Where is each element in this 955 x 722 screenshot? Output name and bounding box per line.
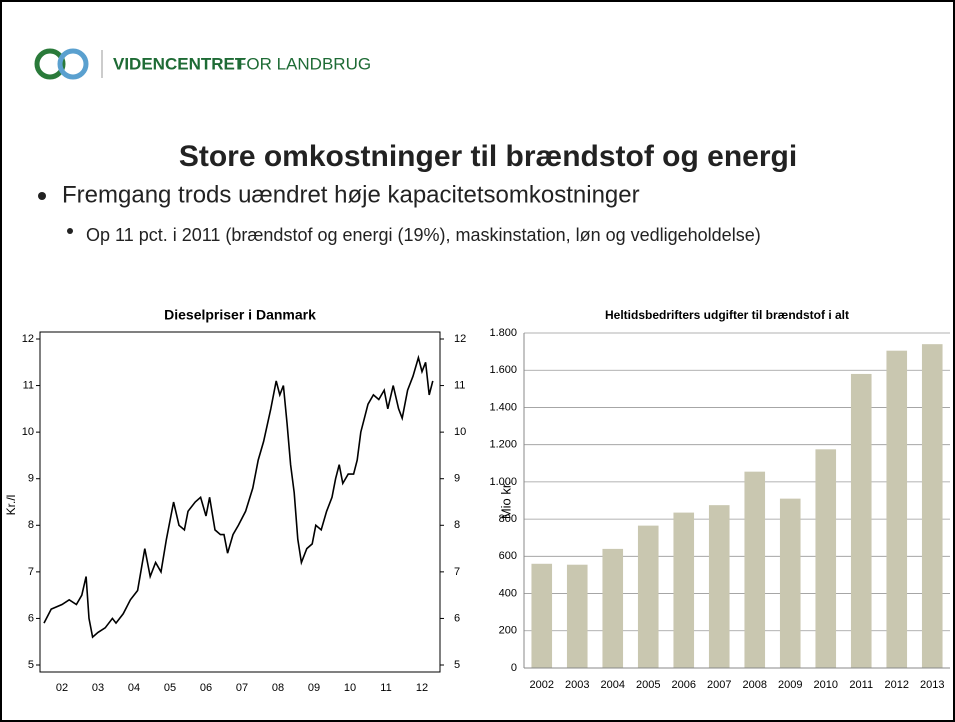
x-tick-label: 2008 — [743, 679, 767, 691]
y2-tick-label: 6 — [454, 612, 460, 624]
y2-tick-label: 10 — [454, 426, 466, 438]
x-tick-label: 05 — [164, 682, 176, 694]
y-tick-label: 1.600 — [489, 364, 517, 376]
y-tick-label: 1.400 — [489, 401, 517, 413]
bar — [673, 512, 695, 668]
x-tick-label: 09 — [308, 682, 320, 694]
y-tick-label: 5 — [28, 659, 34, 671]
logo-ring — [34, 48, 66, 80]
x-tick-label: 08 — [272, 682, 284, 694]
y-tick-label: 10 — [22, 426, 34, 438]
bullet-dot — [38, 192, 46, 200]
bar — [850, 373, 872, 668]
bar — [921, 344, 943, 668]
y2-tick-label: 8 — [454, 519, 460, 531]
x-tick-label: 2010 — [814, 679, 838, 691]
x-tick-label: 2004 — [601, 679, 625, 691]
y-tick-label: 600 — [499, 550, 517, 562]
bar — [779, 498, 801, 668]
y2-tick-label: 9 — [454, 473, 460, 485]
price-line — [43, 354, 434, 639]
y-tick-label: 400 — [499, 587, 517, 599]
y-axis-label: Mio kr. — [498, 481, 513, 519]
chart-title: Dieselpriser i Danmark — [164, 307, 316, 323]
y2-tick-label: 12 — [454, 333, 466, 345]
x-tick-label: 2012 — [885, 679, 909, 691]
bar — [708, 505, 730, 668]
brand-rest: FOR LANDBRUG — [236, 54, 371, 73]
x-tick-label: 12 — [416, 682, 428, 694]
bar — [886, 350, 908, 668]
y-tick-label: 1.800 — [489, 327, 517, 339]
y-tick-label: 1.200 — [489, 439, 517, 451]
x-tick-label: 2013 — [920, 679, 944, 691]
bar — [566, 564, 588, 668]
y-tick-label: 7 — [28, 566, 34, 578]
x-tick-label: 07 — [236, 682, 248, 694]
bullet: Fremgang trods uændret høje kapacitetsom… — [62, 181, 640, 208]
y-tick-label: 8 — [28, 519, 34, 531]
bar — [744, 471, 766, 668]
x-tick-label: 2002 — [530, 679, 554, 691]
bullet-dot — [67, 228, 73, 234]
bar — [602, 548, 624, 668]
chart-title: Heltidsbedrifters udgifter til brændstof… — [605, 308, 849, 322]
logo-ring — [57, 48, 89, 80]
slide-title: Store omkostninger til brændstof og ener… — [179, 140, 797, 173]
sub-bullet: Op 11 pct. i 2011 (brændstof og energi (… — [86, 225, 761, 245]
bar — [531, 563, 553, 668]
y-tick-label: 12 — [22, 333, 34, 345]
y-tick-label: 800 — [499, 513, 517, 525]
y-tick-label: 6 — [28, 612, 34, 624]
y-tick-label: 9 — [28, 473, 34, 485]
y-tick-label: 200 — [499, 625, 517, 637]
y-tick-label: 11 — [23, 379, 34, 391]
y2-tick-label: 11 — [454, 379, 465, 391]
x-tick-label: 2003 — [565, 679, 589, 691]
x-tick-label: 10 — [344, 682, 356, 694]
x-tick-label: 2011 — [849, 679, 873, 691]
bar — [637, 525, 659, 668]
x-tick-label: 2007 — [707, 679, 731, 691]
x-tick-label: 2005 — [636, 679, 660, 691]
x-tick-label: 04 — [128, 682, 140, 694]
x-tick-label: 2006 — [672, 679, 696, 691]
x-tick-label: 06 — [200, 682, 212, 694]
y2-tick-label: 7 — [454, 566, 460, 578]
y-axis-label: Kr./l — [4, 495, 18, 516]
y-tick-label: 1.000 — [489, 476, 517, 488]
x-tick-label: 02 — [56, 682, 68, 694]
y-tick-label: 0 — [511, 662, 517, 674]
bar — [815, 449, 837, 668]
x-tick-label: 11 — [380, 682, 391, 694]
x-tick-label: 03 — [92, 682, 104, 694]
brand-bold: VIDENCENTRET — [113, 54, 246, 73]
y2-tick-label: 5 — [454, 659, 460, 671]
plot-frame — [39, 331, 441, 673]
x-tick-label: 2009 — [778, 679, 802, 691]
